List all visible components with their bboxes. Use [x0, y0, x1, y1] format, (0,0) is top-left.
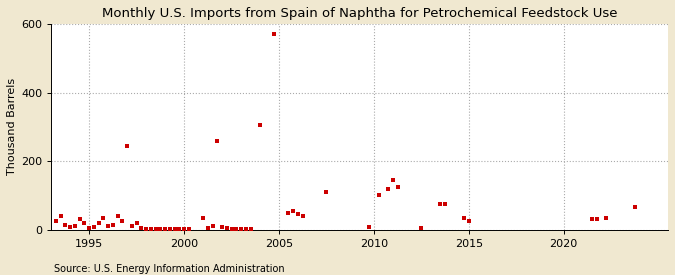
Y-axis label: Thousand Barrels: Thousand Barrels — [7, 78, 17, 175]
Point — [141, 227, 152, 231]
Point — [198, 216, 209, 220]
Point — [601, 216, 612, 220]
Point — [60, 222, 71, 227]
Point — [587, 217, 597, 222]
Point — [392, 185, 403, 189]
Point — [217, 225, 227, 229]
Point — [630, 205, 641, 210]
Point — [103, 224, 113, 229]
Point — [373, 193, 384, 198]
Point — [458, 216, 469, 220]
Point — [591, 217, 602, 222]
Point — [226, 227, 237, 231]
Point — [236, 227, 246, 232]
Point — [202, 226, 213, 230]
Point — [107, 222, 118, 227]
Point — [136, 226, 146, 230]
Point — [84, 226, 95, 230]
Point — [221, 226, 232, 230]
Point — [74, 217, 85, 222]
Title: Monthly U.S. Imports from Spain of Naphtha for Petrochemical Feedstock Use: Monthly U.S. Imports from Spain of Napht… — [102, 7, 618, 20]
Point — [117, 219, 128, 223]
Point — [212, 139, 223, 144]
Point — [269, 32, 279, 36]
Point — [463, 219, 474, 223]
Point — [184, 227, 194, 231]
Point — [65, 225, 76, 229]
Point — [126, 224, 137, 229]
Point — [364, 225, 375, 229]
Point — [55, 214, 66, 218]
Point — [416, 226, 427, 230]
Point — [283, 210, 294, 215]
Point — [146, 227, 157, 231]
Point — [88, 225, 99, 229]
Point — [169, 227, 180, 231]
Point — [70, 224, 80, 228]
Point — [245, 227, 256, 232]
Point — [165, 227, 176, 232]
Point — [93, 221, 104, 225]
Point — [240, 227, 251, 231]
Point — [387, 178, 398, 182]
Point — [131, 221, 142, 225]
Point — [112, 214, 123, 218]
Point — [254, 123, 265, 127]
Point — [439, 202, 450, 206]
Point — [179, 227, 190, 232]
Point — [292, 212, 303, 216]
Point — [155, 227, 166, 232]
Point — [79, 221, 90, 225]
Point — [122, 144, 132, 148]
Point — [174, 227, 185, 232]
Point — [51, 219, 61, 223]
Point — [151, 227, 161, 231]
Text: Source: U.S. Energy Information Administration: Source: U.S. Energy Information Administ… — [54, 264, 285, 274]
Point — [98, 216, 109, 220]
Point — [231, 227, 242, 231]
Point — [288, 209, 298, 213]
Point — [207, 224, 218, 229]
Point — [297, 214, 308, 218]
Point — [321, 190, 332, 194]
Point — [435, 202, 446, 206]
Point — [383, 186, 394, 191]
Point — [160, 227, 171, 231]
